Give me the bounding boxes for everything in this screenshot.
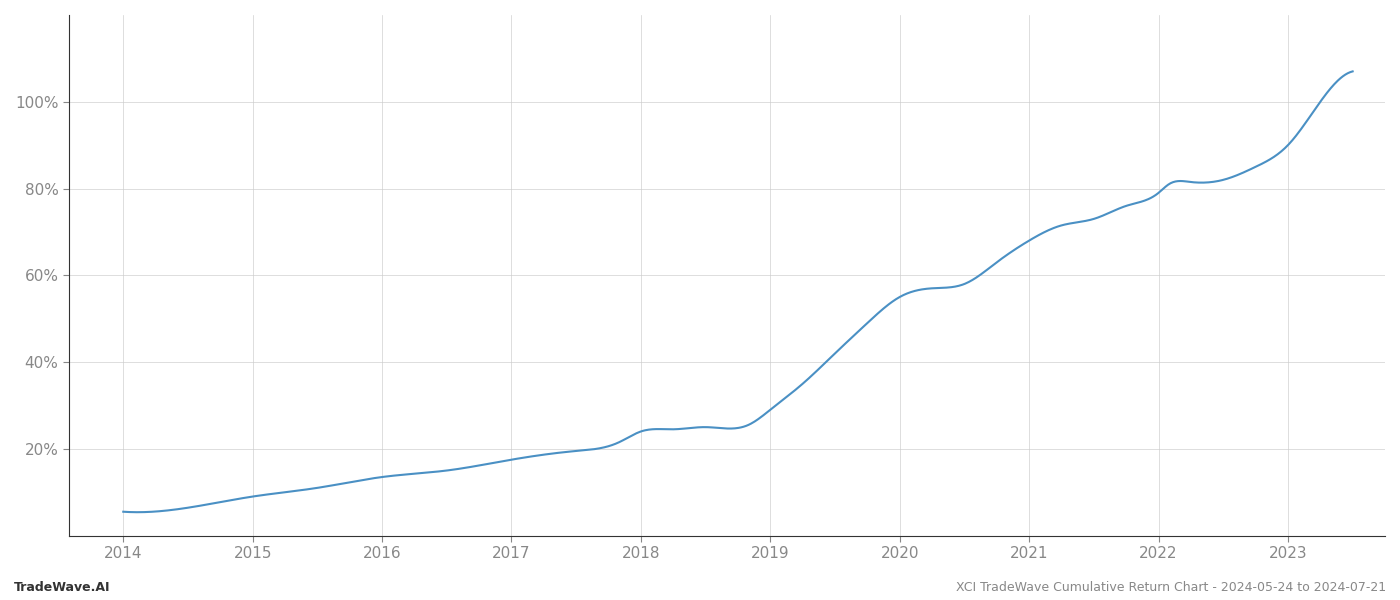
Text: TradeWave.AI: TradeWave.AI bbox=[14, 581, 111, 594]
Text: XCI TradeWave Cumulative Return Chart - 2024-05-24 to 2024-07-21: XCI TradeWave Cumulative Return Chart - … bbox=[956, 581, 1386, 594]
